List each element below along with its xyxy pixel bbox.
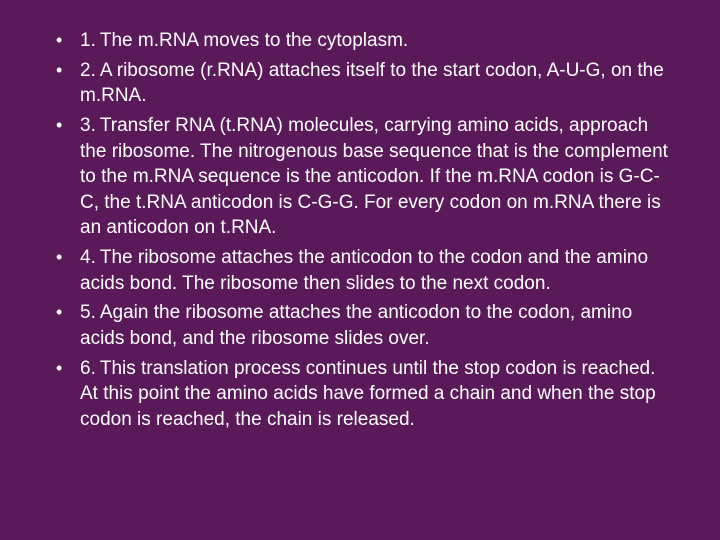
item-text: Transfer RNA (t.RNA) molecules, carrying… [80,115,668,239]
item-number: 3. [80,115,96,136]
item-text: This translation process continues until… [80,358,656,430]
list-item: 5.Again the ribosome attaches the antico… [48,300,672,351]
item-text: Again the ribosome attaches the anticodo… [80,302,632,349]
translation-steps-list: 1.The m.RNA moves to the cytoplasm. 2.A … [48,28,672,433]
list-item: 6.This translation process continues unt… [48,356,672,433]
item-number: 4. [80,247,96,268]
item-number: 1. [80,30,96,51]
list-item: 2.A ribosome (r.RNA) attaches itself to … [48,58,672,109]
list-item: 3.Transfer RNA (t.RNA) molecules, carryi… [48,113,672,241]
list-item: 4.The ribosome attaches the anticodon to… [48,245,672,296]
item-text: The ribosome attaches the anticodon to t… [80,247,648,294]
item-number: 5. [80,302,96,323]
item-text: The m.RNA moves to the cytoplasm. [100,30,408,51]
item-text: A ribosome (r.RNA) attaches itself to th… [80,60,664,107]
item-number: 2. [80,60,96,81]
list-item: 1.The m.RNA moves to the cytoplasm. [48,28,672,54]
item-number: 6. [80,358,96,379]
